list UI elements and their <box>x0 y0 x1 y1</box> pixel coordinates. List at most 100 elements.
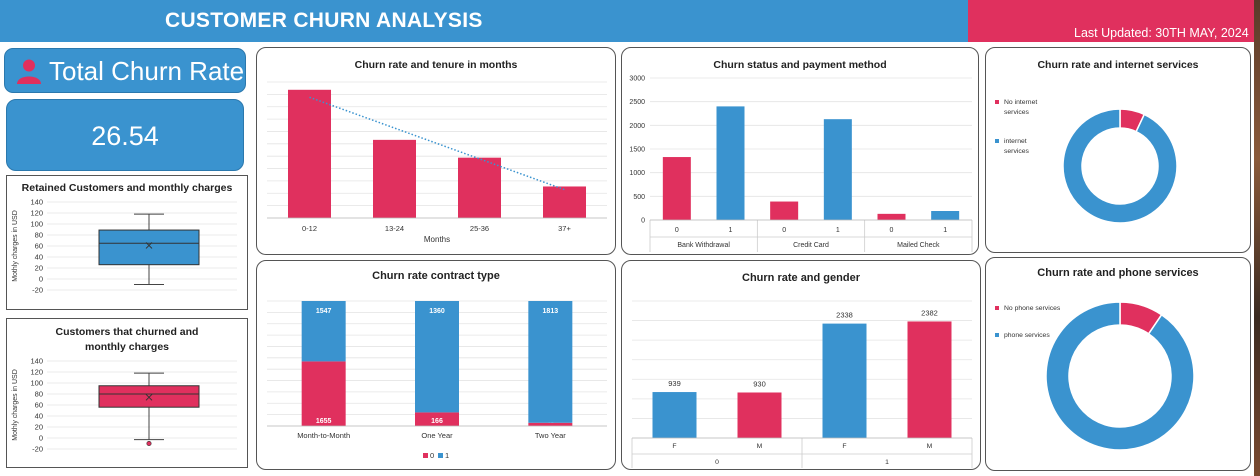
gender-chart-title: Churn rate and gender <box>742 272 860 284</box>
data-label: 1655 <box>316 418 332 425</box>
contract-chart-panel: Churn rate contract type 1655 1547 Month-t… <box>256 260 616 470</box>
y-tick-label: 1500 <box>629 147 645 154</box>
y-tick-label: 2000 <box>629 123 645 130</box>
y-tick-label: 40 <box>35 412 43 421</box>
bar-0-F <box>652 392 697 438</box>
x-tick-label: Two Year <box>535 431 566 440</box>
y-tick-label: 500 <box>633 194 645 201</box>
legend-label: No internet services <box>1004 99 1037 116</box>
data-label: 1813 <box>543 308 559 315</box>
legend-swatch <box>438 453 443 458</box>
bar-Mailed Check-1 <box>931 211 960 220</box>
y-tick-label: 0 <box>39 434 43 443</box>
bar-Two Year-1 <box>528 301 573 423</box>
y-tick-label: -20 <box>32 445 43 454</box>
bar-13-24 <box>373 139 416 218</box>
bar-Credit Card-1 <box>823 119 852 220</box>
iqr-box <box>98 229 200 266</box>
legend-label: phone services <box>1004 332 1050 339</box>
x-tick-label: One Year <box>421 431 453 440</box>
payment-chart-panel: Churn status and payment method 0 500 1000… <box>621 47 979 255</box>
payment-chart-title: Churn status and payment method <box>713 59 887 71</box>
window-edge <box>1254 0 1260 476</box>
payment-bar-chart: 0 500 1000 1500 2000 2500 3000 0 1 Bank Withdrawa… <box>629 76 973 252</box>
churned-boxplot: -20 0 20 40 60 80 100 120 140 Mothly charges in U… <box>12 357 237 454</box>
bar-Mailed Check-0 <box>877 213 906 220</box>
data-label: 930 <box>753 379 766 388</box>
header-bar <box>0 0 968 42</box>
y-tick-label: 20 <box>35 264 43 273</box>
bar-0-12 <box>288 89 331 218</box>
group-label: Mailed Check <box>897 242 940 249</box>
phone-chart-title: Churn rate and phone services <box>1037 267 1199 279</box>
group-label: Bank Withdrawal <box>677 242 730 249</box>
group-label: 1 <box>885 459 889 466</box>
x-axis-label: Months <box>424 235 450 244</box>
x-tick-label: M <box>757 443 763 450</box>
y-tick-label: 60 <box>35 401 43 410</box>
retained-chart-title: Retained Customers and monthly charges <box>21 182 233 194</box>
x-tick-label: Month-to-Month <box>297 431 350 440</box>
tenure-chart-title: Churn rate and tenure in months <box>354 59 518 71</box>
legend-swatch <box>995 333 999 337</box>
data-label: 939 <box>668 379 681 388</box>
gender-bar-chart: 939 F 930 M 0 2338 F 2382 M 1 <box>631 300 973 468</box>
bar-0-M <box>737 392 782 438</box>
x-tick-label: 1 <box>729 227 733 234</box>
group-label: 0 <box>715 459 719 466</box>
x-tick-label: 25-36 <box>470 224 489 233</box>
y-tick-label: 60 <box>35 242 43 251</box>
y-tick-label: 80 <box>35 390 43 399</box>
mean-marker <box>145 393 153 401</box>
bar-Month-to-Month-0 <box>301 361 346 426</box>
internet-chart-panel: Churn rate and internet services No inte… <box>985 47 1251 253</box>
y-tick-label: 20 <box>35 423 43 432</box>
x-tick-label: 37+ <box>558 224 571 233</box>
y-tick-label: 100 <box>30 379 43 388</box>
legend-swatch <box>995 139 999 143</box>
legend-swatch <box>995 306 999 310</box>
y-tick-label: 40 <box>35 253 43 262</box>
legend-label: 0 <box>430 451 434 460</box>
legend-label: 1 <box>445 451 449 460</box>
x-tick-label: 0 <box>782 227 786 234</box>
x-tick-label: 13-24 <box>385 224 404 233</box>
data-label: 1360 <box>429 308 445 315</box>
y-tick-label: 2500 <box>629 99 645 106</box>
bar-25-36 <box>458 157 501 218</box>
y-tick-label: 0 <box>39 275 43 284</box>
x-tick-label: 0 <box>675 227 679 234</box>
retained-boxplot-panel: Retained Customers and monthly charges -… <box>6 175 248 310</box>
tenure-chart-panel: Churn rate and tenure in months 0-12 13-2… <box>256 47 616 255</box>
bar-Two Year-0 <box>528 422 573 426</box>
retained-boxplot: -20 0 20 40 60 80 100 120 140 Mothly charges in U… <box>12 198 237 295</box>
y-tick-label: 140 <box>30 198 43 207</box>
tenure-bar-chart: 0-12 13-24 25-36 37+ Months <box>267 81 607 244</box>
y-tick-label: 1000 <box>629 170 645 177</box>
slice-internet-services <box>1062 108 1178 224</box>
legend-label: internet services <box>1004 138 1030 155</box>
kpi-title: Total Churn Rate <box>49 56 245 86</box>
group-label: Credit Card <box>793 242 829 249</box>
data-label: 166 <box>431 418 443 425</box>
x-tick-label: 0 <box>890 227 894 234</box>
y-tick-label: 140 <box>30 357 43 366</box>
y-tick-label: 120 <box>30 368 43 377</box>
last-updated-text: Last Updated: 30TH MAY, 2024 <box>1074 26 1249 40</box>
x-tick-label: F <box>672 443 676 450</box>
gender-chart-panel: Churn rate and gender 939 F 930 M 0 2338 F 2382… <box>621 260 981 470</box>
x-tick-label: 1 <box>943 227 947 234</box>
bar-Credit Card-0 <box>770 201 799 220</box>
outlier-point <box>146 441 152 447</box>
contract-chart-title: Churn rate contract type <box>372 270 500 282</box>
y-tick-label: 3000 <box>629 76 645 83</box>
y-axis-label: Mothly charges in USD <box>12 210 19 282</box>
x-tick-label: M <box>927 443 933 450</box>
mean-marker <box>145 242 153 249</box>
x-tick-label: F <box>842 443 846 450</box>
bar-Bank Withdrawal-0 <box>662 157 691 220</box>
internet-donut-chart: No internet services internet services <box>995 99 1178 224</box>
person-icon <box>17 59 41 84</box>
y-tick-label: 80 <box>35 231 43 240</box>
